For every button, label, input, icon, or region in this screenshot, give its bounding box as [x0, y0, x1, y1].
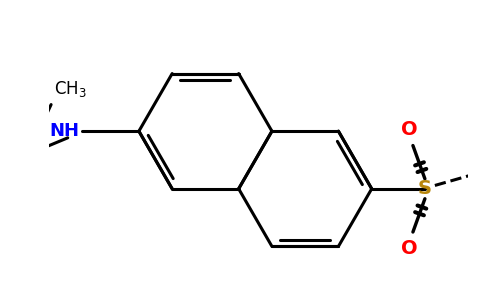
Text: O: O [401, 239, 418, 258]
Text: S: S [418, 179, 432, 198]
Text: O: O [401, 120, 418, 139]
Text: CH$_3$: CH$_3$ [54, 79, 87, 99]
Text: NH: NH [49, 122, 79, 140]
